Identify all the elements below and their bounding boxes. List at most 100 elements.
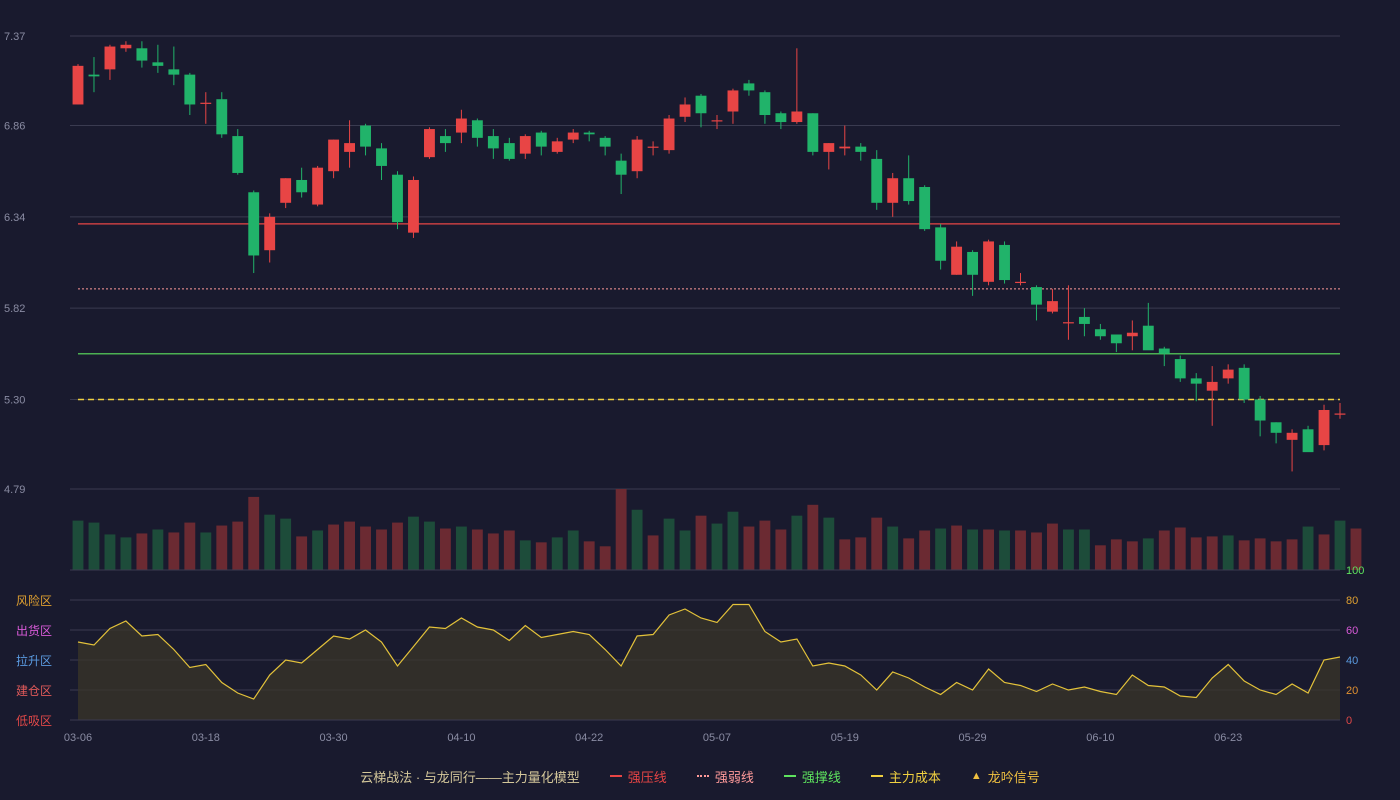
candle-body (104, 46, 116, 70)
candle-body (280, 178, 292, 203)
x-tick-label: 03-30 (320, 732, 348, 744)
volume-bar (951, 525, 963, 570)
legend-item-main-cost[interactable]: 主力成本 (870, 767, 941, 786)
candle-body (1270, 422, 1282, 433)
candle-body (424, 129, 435, 158)
volume-bar (296, 536, 308, 570)
volume-bar (759, 520, 771, 570)
candle-body (88, 74, 100, 77)
candle-body (1062, 322, 1074, 324)
stock-chart: 7.37 6.86 6.34 5.82 5.30 4.79 100 80 60 40 20 0 风险区出… (4, 31, 1364, 744)
indicator-tick-label: 40 (1346, 655, 1358, 667)
candle-body (1078, 316, 1090, 324)
candle-body (983, 241, 994, 282)
volume-bar (743, 526, 755, 570)
volume-bar (519, 540, 531, 570)
candle-body (248, 192, 260, 256)
zone-label: 拉升区 (16, 653, 52, 668)
legend-item-support-line[interactable]: 强撑线 (783, 767, 841, 786)
volume-bar (1254, 538, 1266, 570)
candle-body (903, 178, 915, 202)
indicator-tick-label: 80 (1346, 595, 1358, 607)
candle-body (168, 69, 180, 75)
legend-item-dragon-signal[interactable]: ▲ 龙吟信号 (970, 769, 1040, 785)
candle-body (775, 113, 787, 123)
volume-bar (392, 522, 403, 570)
candle-body (711, 120, 723, 122)
candle-body (855, 146, 867, 152)
candle-body (376, 148, 387, 166)
candle-body (759, 92, 771, 116)
volume-bar (1015, 530, 1026, 570)
x-tick-label: 03-06 (64, 732, 92, 744)
candle-body (471, 120, 483, 138)
volume-bar (344, 521, 356, 570)
candle-body (551, 141, 563, 152)
price-tick-label: 6.86 (4, 121, 25, 133)
candle-body (120, 44, 132, 49)
indicator-tick-label: 60 (1346, 625, 1358, 637)
candle-body (887, 178, 899, 203)
volume-bar (232, 521, 244, 570)
candle-body (487, 136, 499, 149)
volume-bar (807, 504, 819, 570)
candle-body (919, 187, 931, 230)
candle-body (72, 65, 84, 105)
volume-bar (264, 514, 276, 570)
volume-bar (1286, 539, 1298, 570)
candle-body (695, 95, 707, 114)
price-tick-label: 7.37 (4, 31, 25, 43)
volume-bar (727, 511, 739, 570)
legend-item-strong-pressure[interactable]: 强压线 (609, 767, 667, 786)
candle-body (1286, 432, 1298, 440)
volume-bar (136, 533, 148, 570)
legend: 云梯战法 · 与龙同行——主力量化模型 强压线 强弱线 强撑线 主力成本 ▲ 龙… (0, 762, 1400, 790)
volume-bar (631, 509, 643, 570)
volume-bar (695, 515, 707, 570)
candle-body (567, 132, 579, 140)
candle-body (807, 113, 819, 152)
indicator-tick-label: 100 (1346, 565, 1364, 577)
candle-body (1238, 367, 1250, 400)
volume-bar (919, 530, 931, 570)
volume-bar (615, 489, 627, 570)
volume-bar (280, 518, 292, 570)
candle-body (1206, 381, 1218, 391)
candle-body (360, 125, 371, 147)
x-tick-label: 06-23 (1214, 732, 1242, 744)
volume-bar (152, 529, 164, 570)
zone-label: 出货区 (16, 623, 52, 638)
candle-body (743, 83, 755, 91)
volume-bar (487, 533, 499, 570)
candle-body (1047, 301, 1058, 312)
x-tick-label: 06-10 (1086, 732, 1114, 744)
volume-bar (887, 526, 899, 570)
price-tick-label: 5.30 (4, 394, 25, 406)
volume-bar (775, 529, 787, 570)
volume-bar (1270, 541, 1282, 570)
volume-bar (120, 537, 132, 570)
candle-body (328, 139, 340, 172)
volume-bar (1126, 541, 1138, 570)
volume-bar (168, 532, 180, 570)
candle-body (1142, 325, 1154, 351)
volume-bar (903, 538, 915, 570)
volume-bar (679, 530, 691, 570)
candle-body (535, 132, 547, 147)
volume-bar (104, 534, 116, 570)
candle-body (631, 139, 643, 172)
candle-body (1031, 287, 1042, 305)
indicator-area (78, 604, 1340, 720)
volume-bar (791, 515, 803, 570)
candle-body (184, 74, 196, 105)
candle-body (727, 90, 739, 112)
legend-swatch-dashed-yellow (870, 775, 883, 777)
legend-item-weak-line[interactable]: 强弱线 (696, 767, 754, 786)
indicator-tick-label: 20 (1346, 685, 1358, 697)
candle-body (344, 143, 356, 152)
volume-bar (439, 528, 451, 570)
volume-bar (855, 537, 867, 570)
candle-body (1334, 413, 1346, 415)
legend-swatch-solid-red (609, 775, 622, 777)
volume-bar (935, 528, 947, 570)
